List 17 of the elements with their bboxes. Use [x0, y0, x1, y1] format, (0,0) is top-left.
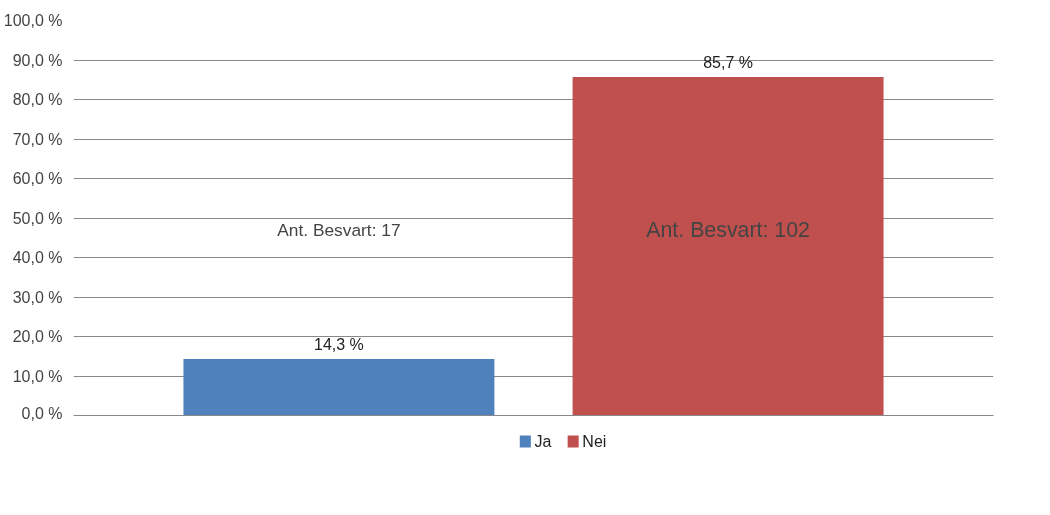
y-tick-label: 30,0 %: [12, 288, 63, 306]
data-label: 14,3 %: [314, 336, 364, 354]
y-tick-label: 40,0 %: [12, 249, 63, 266]
y-tick-label: 50,0 %: [12, 209, 63, 227]
y-tick-label: 0,0 %: [21, 404, 63, 422]
y-tick-label: 100,0 %: [3, 12, 63, 29]
y-tick-label: 10,0 %: [12, 367, 63, 385]
data-label: 85,7 %: [703, 53, 753, 71]
y-tick-label: 70,0 %: [12, 130, 63, 148]
y-tick-label: 60,0 %: [12, 170, 63, 187]
y-tick-label: 80,0 %: [12, 91, 63, 108]
annotation: Ant. Besvart: 17: [277, 219, 401, 240]
legend-label: Nei: [582, 433, 607, 450]
legend-label: Ja: [534, 433, 552, 450]
y-tick-label: 90,0 %: [12, 51, 63, 69]
y-tick-label: 20,0 %: [12, 328, 63, 345]
annotation: Ant. Besvart: 102: [646, 217, 810, 242]
